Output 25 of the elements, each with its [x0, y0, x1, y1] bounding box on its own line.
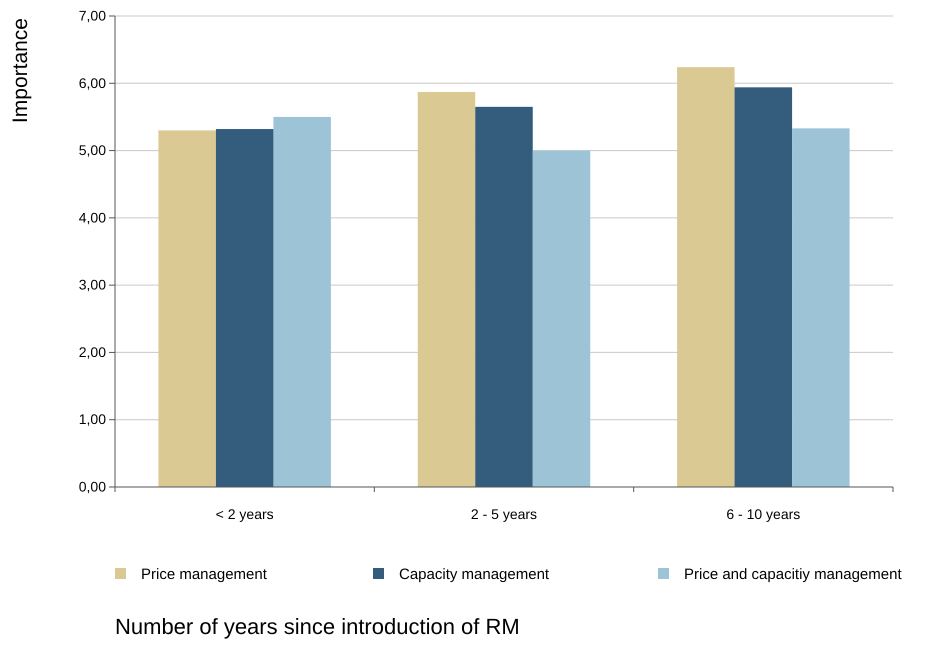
y-tick-label: 2,00 — [78, 344, 106, 360]
bar — [158, 130, 216, 487]
x-tick-label: 2 - 5 years — [470, 506, 538, 522]
legend-label: Price and capacitiy management — [684, 566, 902, 583]
bar — [216, 129, 274, 487]
y-axis-title: Importance — [9, 18, 32, 124]
y-tick-label: 1,00 — [78, 411, 106, 428]
x-tick-label: 6 - 10 years — [726, 506, 800, 522]
y-tick-label: 0,00 — [78, 478, 106, 494]
bar — [532, 150, 590, 487]
bar — [418, 92, 476, 487]
y-tick-label: 4,00 — [78, 209, 106, 226]
y-tick-label: 7,00 — [78, 7, 106, 24]
x-axis-title: Number of years since introduction of RM — [115, 614, 520, 639]
bar — [734, 87, 792, 487]
bar — [475, 106, 533, 487]
bar — [273, 116, 331, 487]
x-tick-label: < 2 years — [216, 506, 274, 522]
y-tick-label: 5,00 — [78, 142, 106, 158]
bar — [792, 128, 850, 487]
y-tick-label: 6,00 — [78, 74, 106, 91]
legend-label: Price management — [141, 566, 268, 583]
legend-label: Capacity management — [399, 566, 550, 583]
bar — [677, 67, 735, 487]
y-tick-label: 3,00 — [78, 276, 106, 293]
